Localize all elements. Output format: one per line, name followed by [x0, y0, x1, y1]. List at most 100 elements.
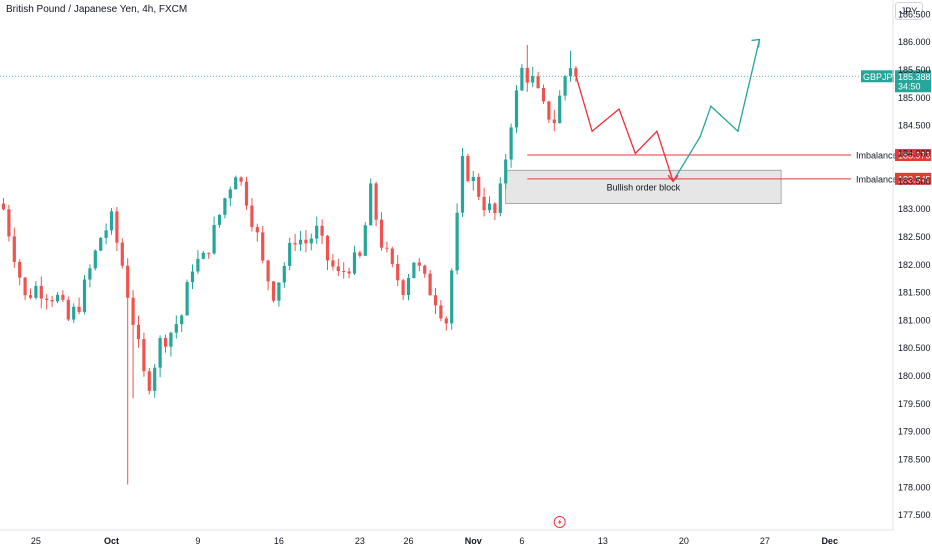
- candle-body: [147, 371, 151, 391]
- candle-body: [304, 239, 308, 244]
- candle-body: [293, 242, 297, 245]
- y-tick-label: 180.000: [898, 371, 931, 381]
- x-tick-label: Dec: [821, 536, 838, 546]
- candle-body: [466, 155, 470, 182]
- candle-body: [158, 338, 162, 368]
- candle-body: [282, 265, 286, 283]
- candle-body: [471, 176, 475, 182]
- y-tick-label: 186.500: [898, 9, 931, 19]
- candle-body: [28, 295, 33, 298]
- candle-body: [315, 225, 319, 239]
- candle-body: [493, 203, 497, 214]
- symbol-tag: [861, 70, 894, 83]
- candle-body: [379, 219, 384, 248]
- candle-body: [433, 295, 438, 306]
- candle-body: [477, 176, 481, 197]
- candle-body: [115, 211, 119, 243]
- candle-body: [261, 232, 265, 261]
- candle-body: [385, 247, 389, 249]
- candle-body: [50, 299, 54, 302]
- candle-body: [12, 236, 16, 262]
- candle-body: [131, 297, 135, 325]
- y-tick-label: 179.500: [898, 399, 931, 409]
- candle-body: [153, 367, 157, 391]
- candle-body: [374, 183, 378, 220]
- y-tick-label: 186.000: [898, 37, 931, 47]
- candle-body: [212, 224, 216, 254]
- candle-body: [563, 76, 567, 96]
- candle-body: [504, 159, 508, 184]
- x-tick-label: Nov: [465, 536, 482, 546]
- candle-body: [363, 225, 367, 256]
- candle-body: [217, 214, 222, 225]
- candle-body: [541, 87, 546, 102]
- x-tick-label: 20: [679, 536, 689, 546]
- imbalance-price-text: 183.973: [898, 151, 931, 161]
- candle-body: [450, 270, 454, 324]
- candle-body: [34, 285, 38, 298]
- candle-body: [320, 225, 324, 236]
- symbol-tag-text: GBPJPY: [863, 72, 899, 82]
- candle-body: [288, 242, 292, 266]
- y-tick-label: 178.500: [898, 455, 931, 465]
- candle-body: [66, 299, 70, 320]
- candle-body: [18, 261, 22, 278]
- y-tick-label: 185.000: [898, 93, 931, 103]
- imbalance-price-tag: [895, 149, 931, 162]
- y-tick-label: 184.500: [898, 121, 931, 131]
- candle-body: [396, 263, 400, 281]
- candle-body: [525, 67, 529, 83]
- candle-body: [352, 252, 357, 274]
- candle-body: [271, 281, 276, 301]
- y-tick-label: 181.500: [898, 288, 931, 298]
- candle-body: [498, 183, 502, 214]
- candle-body: [536, 76, 540, 88]
- last-price-tag: [895, 70, 931, 93]
- candle-body: [444, 318, 448, 324]
- candle-body: [142, 339, 146, 372]
- candle-body: [358, 252, 362, 256]
- y-tick-label: 184.000: [898, 149, 931, 159]
- candle-body: [423, 265, 427, 274]
- x-tick-label: 6: [519, 536, 524, 546]
- candle-body: [23, 277, 27, 296]
- candle-body: [417, 262, 421, 266]
- candle-body: [547, 101, 551, 120]
- candle-body: [163, 338, 168, 347]
- x-tick-label: Oct: [104, 536, 119, 546]
- currency-selector[interactable]: JPY: [895, 2, 923, 20]
- candle-body: [169, 332, 173, 347]
- candle-body: [93, 250, 97, 269]
- candle-body: [239, 177, 243, 182]
- imbalance-price-text: 183.545: [898, 174, 931, 184]
- projection-down-arrowhead: [667, 174, 679, 183]
- y-tick-label: 183.000: [898, 204, 931, 214]
- candle-body: [574, 68, 578, 77]
- imbalance-label: Imbalance: [856, 174, 898, 184]
- candle-body: [126, 265, 130, 298]
- candle-body: [228, 189, 232, 199]
- candle-body: [185, 282, 189, 316]
- y-tick-label: 177.500: [898, 510, 931, 520]
- candle-body: [120, 242, 124, 266]
- candle-body: [190, 271, 195, 283]
- candle-body: [88, 268, 92, 280]
- candle-body: [109, 211, 114, 231]
- candle-body: [520, 67, 524, 91]
- candle-body: [568, 68, 573, 77]
- candle-body: [77, 306, 81, 312]
- y-tick-label: 181.000: [898, 315, 931, 325]
- candle-body: [460, 155, 465, 213]
- candle-body: [180, 315, 184, 325]
- projection-layer: [575, 38, 761, 183]
- candle-body: [174, 324, 178, 333]
- candle-body: [196, 258, 200, 272]
- candle-body: [514, 90, 519, 128]
- candle-body: [401, 280, 405, 296]
- candle-body: [558, 95, 562, 124]
- candle-body: [72, 306, 76, 320]
- x-tick-label: 26: [403, 536, 413, 546]
